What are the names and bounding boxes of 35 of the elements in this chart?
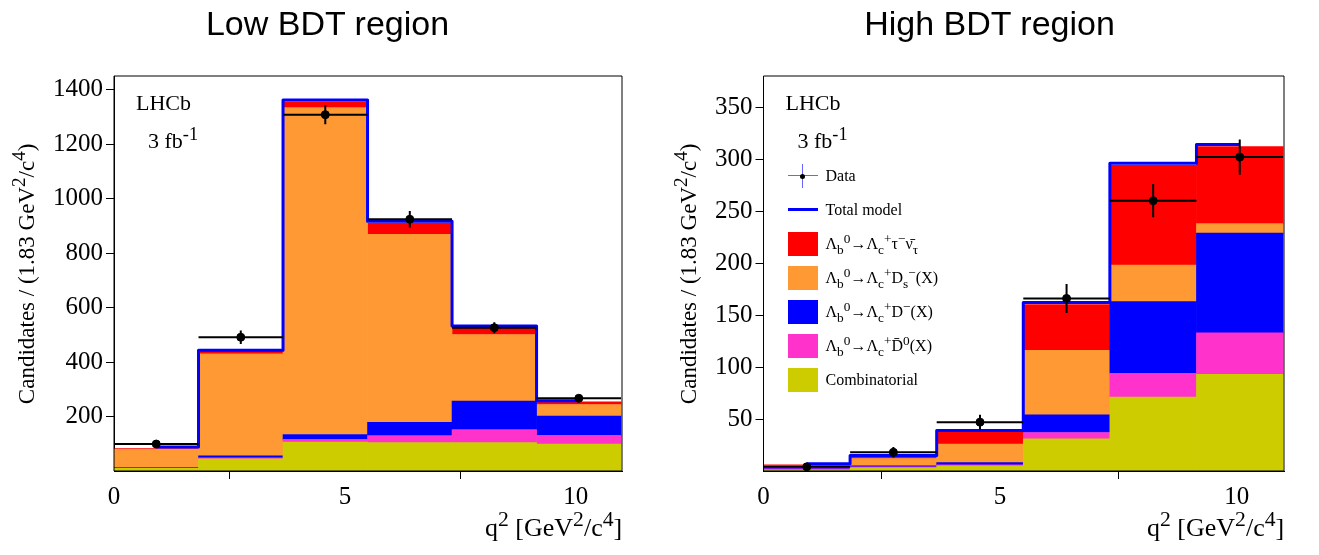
chart-title: High BDT region [863,4,1116,43]
y-tick-label: 50 [727,403,753,431]
y-tick-label: 800 [65,237,103,265]
y-tick-label: 400 [65,346,103,374]
text: Λ$_{b}$$^{0}$→Λ$_{c}$$^{+}$D̄$^{0}$(X) [825,332,932,359]
x-axis-title: q$^{2}$ [GeV$^{2}$/c$^{4}$] [485,507,623,543]
chart-title: Low BDT region [204,4,451,43]
y-tick-label: 200 [715,247,753,275]
y-tick-label: 200 [65,401,103,429]
x-tick-label: 0 [107,481,121,509]
annotation: 3 fb$^{-1}$ [148,124,199,155]
annotation: 3 fb$^{-1}$ [797,124,848,155]
x-tick-label: 5 [338,481,352,509]
annotation: LHCb [785,90,841,116]
text: Λ$_{b}$$^{0}$→Λ$_{c}$$^{+}$D$^{−}$(X) [825,298,933,325]
y-tick-label: 600 [65,292,103,320]
text: Λ$_{b}$$^{0}$→Λ$_{c}$$^{+}$D$_{s}$$^{−}$(X) [825,264,939,291]
x-axis-title: q$^{2}$ [GeV$^{2}$/c$^{4}$] [1147,507,1285,543]
y-tick-label: 350 [715,91,753,119]
x-tick-label: 10 [1224,481,1250,509]
x-tick-label: 0 [757,481,770,509]
y-tick-label: 150 [715,299,753,327]
legend-label: Combinatorial [825,370,918,389]
y-tick-label: 250 [715,195,753,223]
text: Λ$_{b}$$^{0}$→Λ$_{c}$$^{+}$τ$^{−}$ν̄$_{τ}$ [825,230,919,257]
legend-label: Total model [825,200,903,219]
y-tick-label: 1200 [53,128,103,156]
y-tick-label: 1000 [53,183,103,211]
annotation: LHCb [136,90,191,116]
y-tick-label: 300 [715,143,753,171]
x-tick-label: 10 [563,481,589,509]
legend-label: Data [825,166,856,185]
y-tick-label: 1400 [53,74,103,102]
y-tick-label: 100 [715,351,753,379]
x-tick-label: 5 [993,481,1007,509]
